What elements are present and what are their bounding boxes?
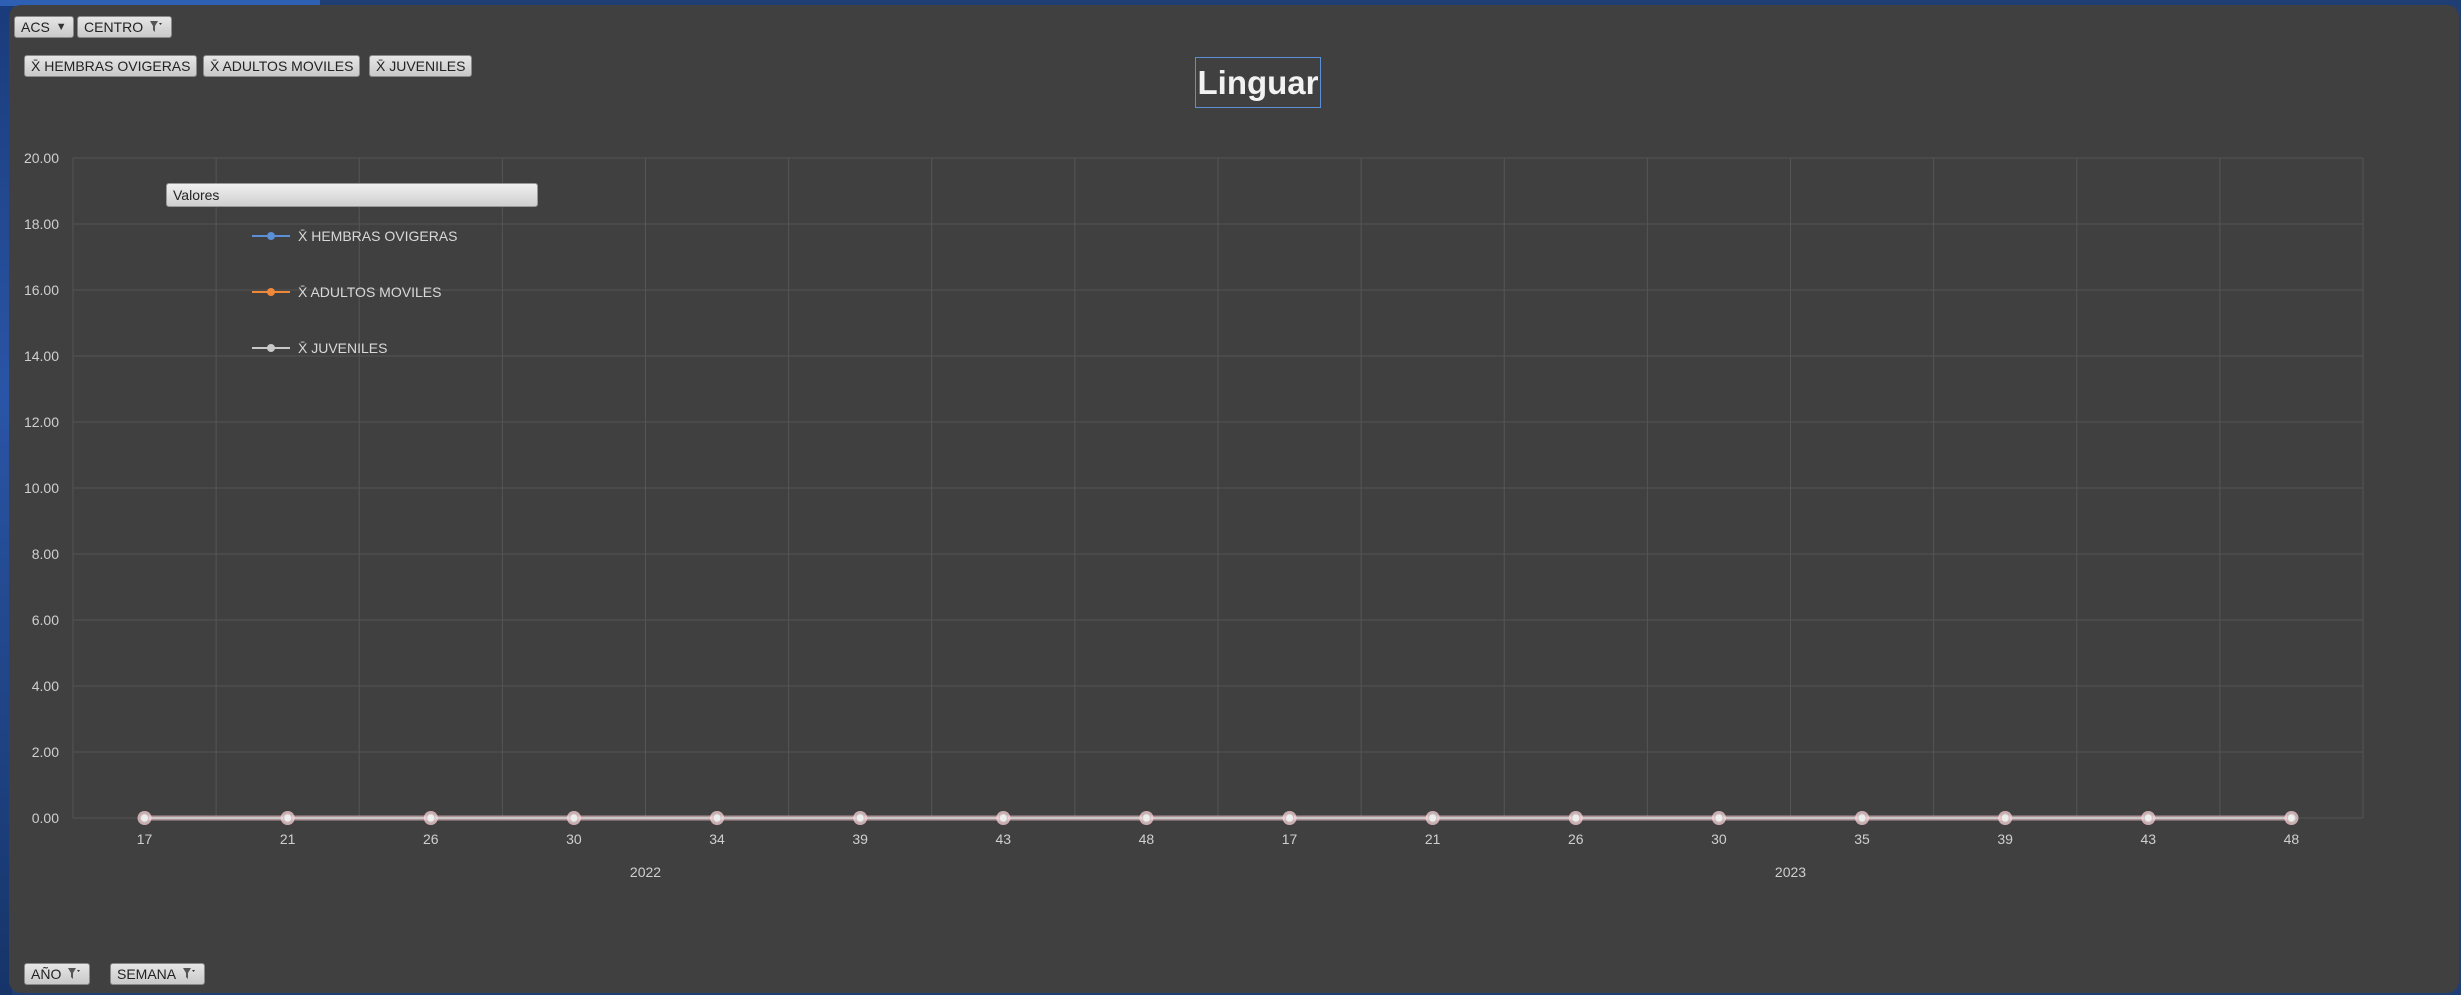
legend-header[interactable]: Valores	[166, 183, 538, 207]
y-tick-label: 4.00	[32, 678, 59, 694]
x-tick-label: 43	[2141, 831, 2157, 847]
data-point	[1141, 813, 1151, 823]
data-point	[2286, 813, 2296, 823]
centro-filter-label: CENTRO	[84, 19, 144, 35]
legend-item-adultos: X̄ ADULTOS MOVILES	[252, 282, 441, 302]
x-tick-label: 26	[1568, 831, 1584, 847]
semana-filter-label: SEMANA	[117, 966, 177, 982]
x-tick-label: 48	[2284, 831, 2300, 847]
y-tick-label: 18.00	[24, 216, 59, 232]
data-point	[712, 813, 722, 823]
legend-marker-hembras	[252, 232, 290, 240]
y-tick-label: 16.00	[24, 282, 59, 298]
acs-filter-button[interactable]: ACS ▼	[14, 16, 74, 38]
y-axis-ticks: 0.00 2.00 4.00 6.00 8.00 10.00 12.00 14.00 16.00…	[24, 150, 59, 826]
data-point	[569, 813, 579, 823]
data-point	[2143, 813, 2153, 823]
data-point	[1428, 813, 1438, 823]
value-field-adultos-label: X̄ ADULTOS MOVILES	[210, 58, 354, 74]
data-point	[1714, 813, 1724, 823]
data-point	[1285, 813, 1295, 823]
filter-funnel-icon	[183, 968, 196, 979]
centro-filter-button[interactable]: CENTRO	[77, 16, 173, 38]
data-point	[1857, 813, 1867, 823]
legend-item-hembras: X̄ HEMBRAS OVIGERAS	[252, 226, 457, 246]
y-tick-label: 10.00	[24, 480, 59, 496]
data-point	[2000, 813, 2010, 823]
x-group-label: 2022	[630, 864, 661, 880]
legend-marker-juveniles	[252, 344, 290, 352]
data-point	[283, 813, 293, 823]
x-tick-label: 21	[280, 831, 296, 847]
x-tick-label: 39	[1997, 831, 2013, 847]
y-tick-label: 14.00	[24, 348, 59, 364]
ano-filter-button[interactable]: AÑO	[24, 963, 91, 985]
x-tick-label: 35	[1854, 831, 1870, 847]
data-point	[426, 813, 436, 823]
y-tick-label: 8.00	[32, 546, 59, 562]
x-tick-label: 30	[566, 831, 582, 847]
semana-filter-button[interactable]: SEMANA	[110, 963, 206, 985]
y-tick-label: 2.00	[32, 744, 59, 760]
x-tick-label: 48	[1139, 831, 1155, 847]
x-tick-label: 17	[1282, 831, 1298, 847]
x-group-label: 2023	[1775, 864, 1806, 880]
acs-filter-label: ACS	[21, 19, 50, 35]
x-tick-label: 39	[852, 831, 868, 847]
filter-funnel-icon	[150, 21, 163, 32]
y-tick-label: 0.00	[32, 810, 59, 826]
legend-item-juveniles: X̄ JUVENILES	[252, 338, 387, 358]
data-point	[855, 813, 865, 823]
chart-area	[9, 5, 2459, 993]
x-tick-label: 17	[137, 831, 153, 847]
x-tick-label: 26	[423, 831, 439, 847]
window-top-edge	[0, 0, 320, 6]
filter-funnel-icon	[68, 968, 81, 979]
x-tick-label: 34	[709, 831, 725, 847]
x-tick-label: 21	[1425, 831, 1441, 847]
x-axis-groups: 2022 2023	[630, 864, 1806, 880]
y-tick-label: 12.00	[24, 414, 59, 430]
y-tick-label: 6.00	[32, 612, 59, 628]
gridlines	[72, 157, 2364, 819]
value-field-juveniles[interactable]: X̄ JUVENILES	[369, 55, 473, 77]
series-lines	[137, 811, 2299, 825]
value-field-hembras-label: X̄ HEMBRAS OVIGERAS	[31, 58, 191, 74]
legend-label-adultos: X̄ ADULTOS MOVILES	[298, 284, 442, 300]
legend-marker-adultos	[252, 288, 290, 296]
legend-label-hembras: X̄ HEMBRAS OVIGERAS	[298, 228, 458, 244]
x-tick-label: 30	[1711, 831, 1727, 847]
x-axis-ticks: 17 21 26 30 34 39 43 48 17 21 26 30 35 39 43 48	[137, 831, 2300, 847]
value-field-hembras[interactable]: X̄ HEMBRAS OVIGERAS	[24, 55, 198, 77]
data-point	[140, 813, 150, 823]
dropdown-arrow-icon: ▼	[55, 21, 67, 33]
ano-filter-label: AÑO	[31, 966, 62, 982]
legend-label-juveniles: X̄ JUVENILES	[298, 340, 388, 356]
value-field-adultos[interactable]: X̄ ADULTOS MOVILES	[203, 55, 361, 77]
x-tick-label: 43	[996, 831, 1012, 847]
chart-title[interactable]: Linguar	[1195, 57, 1321, 108]
y-tick-label: 20.00	[24, 150, 59, 166]
value-field-juveniles-label: X̄ JUVENILES	[376, 58, 466, 74]
data-point	[998, 813, 1008, 823]
data-point	[1571, 813, 1581, 823]
